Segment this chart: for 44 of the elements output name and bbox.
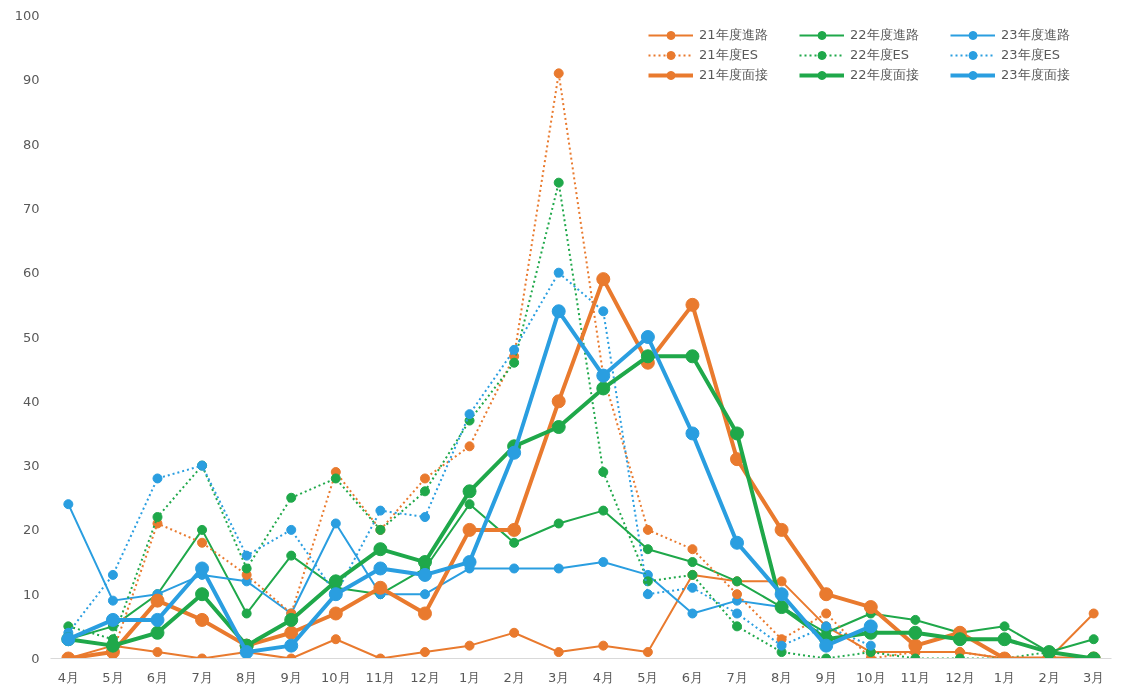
x-tick-label: 1月 xyxy=(993,669,1016,685)
x-tick-label: 12月 xyxy=(945,669,975,685)
x-tick-label: 8月 xyxy=(236,669,258,685)
x-tick-label: 12月 xyxy=(410,669,440,685)
y-tick-label: 60 xyxy=(22,265,40,281)
legend-label: 23年度進路 xyxy=(1001,26,1071,44)
y-tick-label: 90 xyxy=(22,72,40,88)
legend-label: 21年度面接 xyxy=(699,66,769,84)
legend-label: 23年度ES xyxy=(1001,46,1061,64)
x-tick-label: 6月 xyxy=(146,669,169,685)
x-tick-label: 1月 xyxy=(458,669,481,685)
legend-label: 21年度進路 xyxy=(699,26,769,44)
x-tick-label: 8月 xyxy=(770,669,793,685)
y-tick-label: 20 xyxy=(22,522,40,538)
legend-label: 22年度ES xyxy=(850,46,910,64)
x-tick-label: 4月 xyxy=(57,669,79,685)
x-tick-label: 7月 xyxy=(726,669,748,685)
y-tick-label: 50 xyxy=(22,329,40,345)
y-tick-label: 100 xyxy=(14,8,40,23)
legend-label: 22年度進路 xyxy=(850,26,920,44)
y-tick-label: 0 xyxy=(31,651,40,666)
x-tick-label: 7月 xyxy=(191,669,213,685)
x-tick-label: 4月 xyxy=(592,669,614,685)
legend-label: 22年度面接 xyxy=(850,66,920,84)
x-tick-label: 9月 xyxy=(280,669,302,685)
x-tick-label: 5月 xyxy=(102,669,124,685)
y-tick-label: 70 xyxy=(22,200,40,216)
x-tick-label: 2月 xyxy=(1038,669,1060,685)
x-tick-label: 10月 xyxy=(856,669,886,685)
x-tick-label: 11月 xyxy=(365,669,396,685)
x-tick-label: 3月 xyxy=(548,669,570,685)
y-tick-label: 80 xyxy=(22,136,40,152)
x-tick-label: 9月 xyxy=(815,669,837,685)
y-tick-label: 10 xyxy=(22,586,40,602)
legend-label: 21年度ES xyxy=(699,46,759,64)
y-tick-label: 30 xyxy=(22,458,40,474)
x-tick-label: 10月 xyxy=(321,669,351,685)
legend-label: 23年度面接 xyxy=(1001,66,1071,84)
x-tick-label: 3月 xyxy=(1083,669,1105,685)
x-tick-label: 11月 xyxy=(900,669,931,685)
x-tick-label: 6月 xyxy=(681,669,704,685)
x-tick-label: 5月 xyxy=(637,669,659,685)
y-tick-label: 40 xyxy=(22,393,40,409)
x-tick-label: 2月 xyxy=(503,669,525,685)
